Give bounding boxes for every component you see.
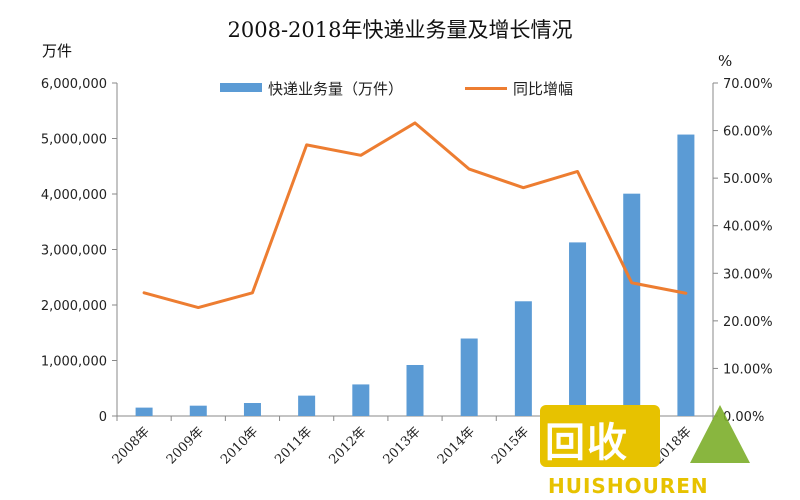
x-tick-label: 2014年 bbox=[435, 424, 478, 467]
left-tick-label: 1,000,000 bbox=[41, 355, 107, 370]
bar bbox=[189, 405, 207, 416]
right-tick-label: 50.00% bbox=[723, 172, 773, 187]
left-tick-label: 6,000,000 bbox=[41, 77, 107, 92]
watermark-arrow-icon bbox=[690, 405, 750, 463]
right-tick-label: 60.00% bbox=[723, 125, 773, 140]
watermark-logo-text: 回收 bbox=[545, 420, 629, 466]
left-tick-label: 2,000,000 bbox=[41, 299, 107, 314]
right-tick-label: 30.00% bbox=[723, 267, 773, 282]
x-tick-label: 2011年 bbox=[272, 424, 315, 467]
right-tick-label: 10.00% bbox=[723, 362, 773, 377]
bar bbox=[460, 338, 478, 416]
bar bbox=[569, 242, 587, 416]
x-tick-label: 2008年 bbox=[110, 424, 153, 467]
left-tick-label: 4,000,000 bbox=[41, 188, 107, 203]
bar bbox=[298, 395, 316, 416]
right-tick-label: 20.00% bbox=[723, 315, 773, 330]
x-tick-label: 2015年 bbox=[489, 424, 532, 467]
x-tick-label: 2013年 bbox=[381, 424, 424, 467]
legend-line-swatch bbox=[465, 87, 507, 90]
bar bbox=[514, 301, 532, 416]
bar bbox=[243, 403, 261, 416]
x-tick-label: 2010年 bbox=[218, 424, 261, 467]
bar bbox=[406, 364, 424, 416]
left-tick-label: 0 bbox=[99, 410, 107, 425]
bar bbox=[677, 134, 695, 416]
right-tick-label: 40.00% bbox=[723, 220, 773, 235]
legend-bar-label: 快递业务量（万件） bbox=[268, 80, 404, 98]
x-tick-label: 2012年 bbox=[326, 424, 369, 467]
left-axis-unit: 万件 bbox=[42, 42, 73, 60]
legend-line-label: 同比增幅 bbox=[513, 80, 574, 98]
bar bbox=[135, 407, 153, 416]
chart-title: 2008-2018年快递业务量及增长情况 bbox=[227, 18, 573, 42]
right-tick-label: 70.00% bbox=[723, 77, 773, 92]
watermark-brand-text: HUISHOUREN bbox=[548, 474, 709, 498]
left-tick-label: 3,000,000 bbox=[41, 244, 107, 259]
bar bbox=[352, 384, 370, 416]
left-tick-label: 5,000,000 bbox=[41, 133, 107, 148]
watermark-logo-box bbox=[540, 405, 660, 467]
bar bbox=[623, 193, 641, 416]
growth-line bbox=[142, 121, 688, 310]
legend-bar-swatch bbox=[220, 83, 262, 92]
x-tick-label: 2009年 bbox=[164, 424, 207, 467]
right-axis-unit: % bbox=[718, 52, 733, 70]
